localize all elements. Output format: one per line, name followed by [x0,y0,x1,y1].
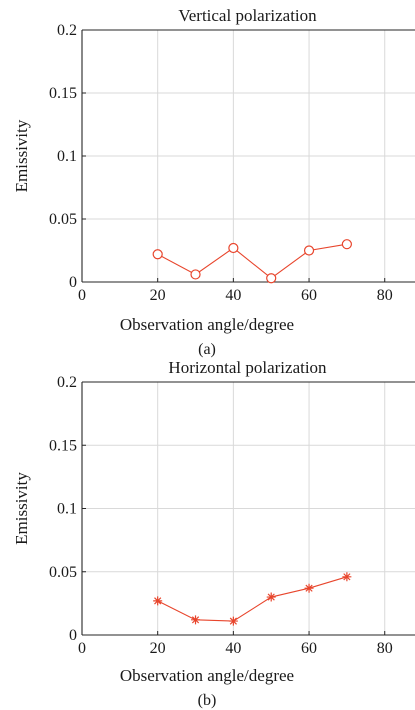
data-point-asterisk [266,592,276,602]
data-point-circle [303,245,315,256]
y-tick-label: 0.15 [49,437,77,454]
x-tick-label: 80 [377,640,393,657]
data-point-circle [228,242,239,254]
x-tick-label: 0 [78,287,86,304]
data-point-asterisk [228,616,238,626]
data-point-circle [190,269,201,280]
chart-title: Vertical polarization [178,6,317,25]
data-point-asterisk [153,596,163,606]
y-tick-label: 0.2 [57,22,77,39]
data-point-asterisk [342,572,352,582]
x-tick-label: 40 [225,287,241,304]
x-axis-label: Observation angle/degree [120,666,294,685]
chart-vertical-polarization: 0 20 40 60 80 0 0.05 0.1 0.15 0.2 Vertical polariz… [12,6,415,358]
y-axis-label: Emissivity [12,472,31,545]
series-line [157,243,347,279]
y-tick-label: 0 [69,627,77,644]
y-tick-label: 0.05 [49,564,77,581]
x-axis-label: Observation angle/degree [120,315,294,334]
y-tick-label: 0.15 [49,85,77,102]
y-axis-label: Emissivity [12,119,31,192]
data-point-asterisk [304,583,314,593]
x-tick-label: 0 [78,640,86,657]
x-tick-label: 20 [150,287,166,304]
data-point-circle [341,239,352,250]
series-line [157,576,348,622]
chart-horizontal-polarization: 0 20 40 60 80 0 0.05 0.1 0.15 0.2 Horizontal polar… [12,358,415,709]
y-tick-label: 0.1 [57,148,77,165]
figure-caption: (a) [198,341,216,358]
x-tick-label: 40 [225,640,241,657]
y-tick-label: 0.1 [57,501,77,518]
y-tick-label: 0.05 [49,211,77,228]
x-tick-label: 60 [301,640,317,657]
y-tick-label: 0.2 [57,374,77,391]
x-tick-label: 20 [150,640,166,657]
chart-title: Horizontal polarization [168,358,327,377]
x-tick-label: 80 [377,287,393,304]
data-point-asterisk [191,615,201,625]
figure-caption: (b) [198,692,217,709]
data-point-circle [152,249,163,260]
data-point-circle [266,273,277,284]
x-tick-label: 60 [301,287,317,304]
y-tick-label: 0 [69,274,77,291]
